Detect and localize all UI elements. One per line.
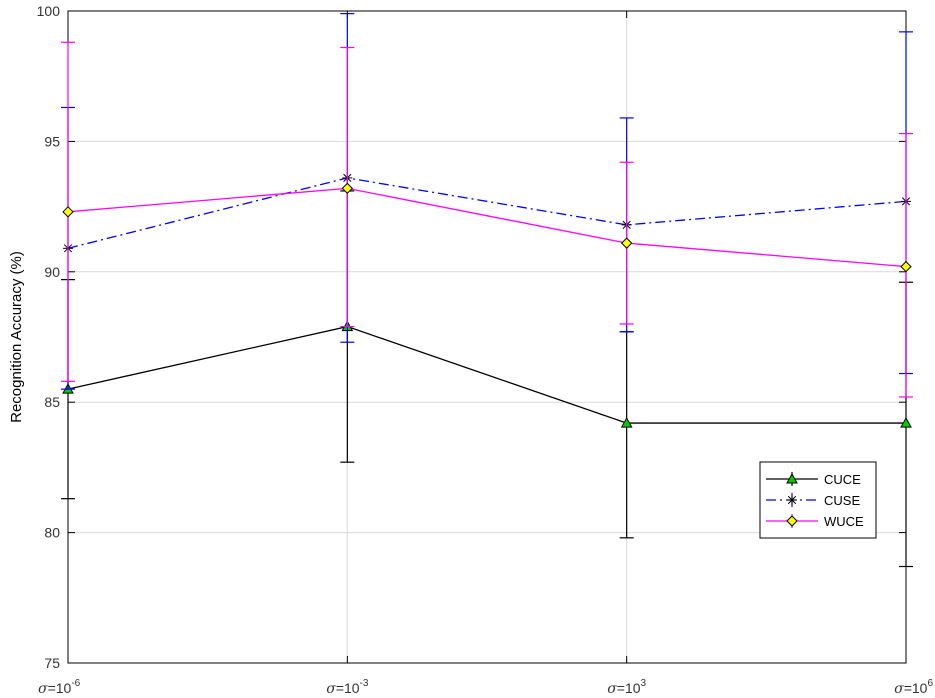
series-line-wuce <box>67 187 907 268</box>
legend-box <box>759 461 877 539</box>
y-tick-label: 95 <box>44 133 60 149</box>
triangle-marker <box>900 417 912 428</box>
plot-frame <box>67 10 907 664</box>
diamond-marker <box>786 515 798 527</box>
legend: CUCE CUSE WUCE <box>759 461 877 539</box>
error-bar-cuce <box>619 331 634 539</box>
y-tick-label: 80 <box>44 525 60 541</box>
triangle-marker <box>620 417 633 428</box>
series-line-cuse <box>67 177 907 249</box>
y-tick-label: 85 <box>44 394 60 410</box>
series-wuce <box>61 41 913 398</box>
triangle-marker <box>786 472 798 484</box>
legend-label: WUCE <box>824 514 864 529</box>
legend-label: CUCE <box>824 472 861 487</box>
grid-lines <box>67 10 907 664</box>
series-layer <box>61 13 913 568</box>
y-tick-label: 100 <box>37 3 61 19</box>
x-tick-label: σ=10-6 <box>38 678 81 697</box>
y-tick-label: 90 <box>44 264 60 280</box>
axes-box <box>67 10 907 664</box>
legend-label: CUSE <box>824 493 860 508</box>
star-marker <box>787 495 797 505</box>
x-tick-label: σ=103 <box>607 678 646 697</box>
axis-labels: 75 80 85 90 95 100 σ=10-6 σ=10-3 σ=103 σ=106 <box>37 3 934 697</box>
diamond-marker <box>62 206 74 218</box>
legend-entry-cuse: CUSE <box>766 493 860 508</box>
y-axis-title: Recognition Accuracy (%) <box>8 251 25 423</box>
y-tick-label: 75 <box>44 655 60 671</box>
diamond-marker <box>341 182 354 195</box>
diamond-marker <box>900 260 912 273</box>
diamond-marker <box>620 237 633 249</box>
series-line-cuce <box>67 325 906 424</box>
legend-entry-cuce: CUCE <box>766 472 861 487</box>
x-tick-label: σ=106 <box>894 678 933 697</box>
legend-entry-wuce: WUCE <box>766 514 864 529</box>
x-tick-label: σ=10-3 <box>326 678 369 697</box>
